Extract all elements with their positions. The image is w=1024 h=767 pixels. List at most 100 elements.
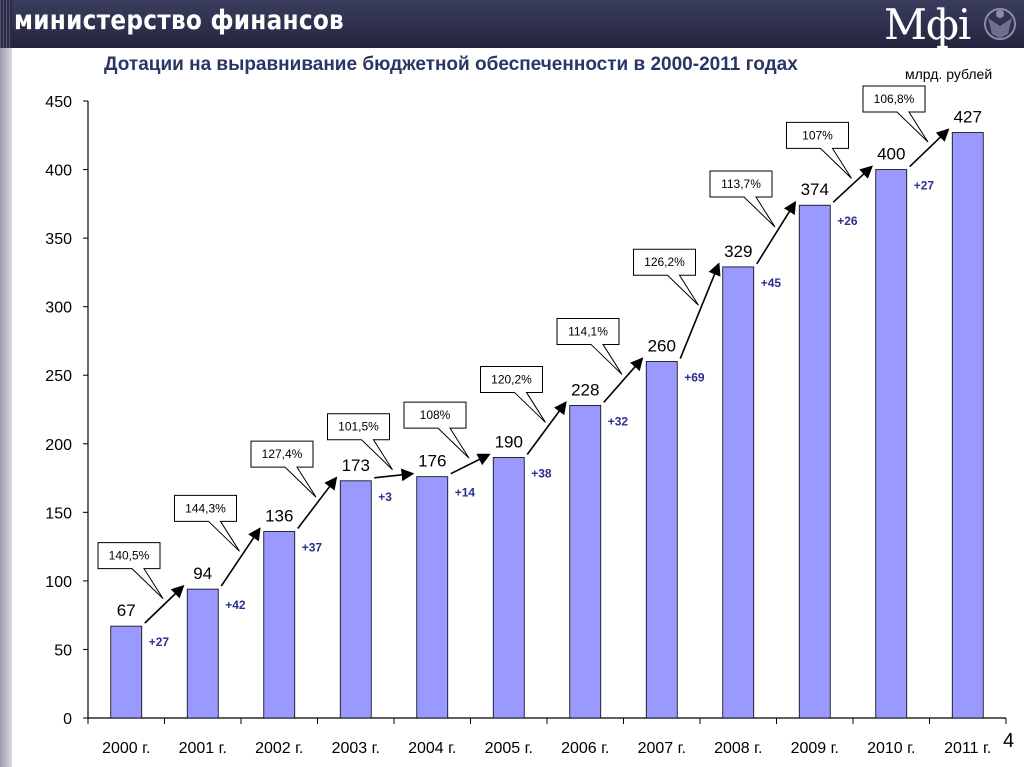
y-tick-label: 50: [54, 642, 72, 659]
y-tick-label: 400: [45, 163, 72, 180]
growth-arrow: [144, 585, 185, 624]
bar: [722, 266, 755, 719]
growth-arrow: [526, 401, 567, 455]
increment-label: +69: [684, 371, 705, 385]
bar: [110, 625, 143, 719]
x-tick-label: 2007 г.: [638, 740, 686, 757]
growth-callout-label: 101,5%: [338, 420, 379, 434]
growth-arrow: [832, 165, 873, 203]
ministry-title: министерство финансов: [14, 5, 345, 36]
increment-label: +32: [608, 414, 629, 428]
growth-callout-label: 120,2%: [491, 372, 532, 386]
increment-label: +45: [761, 276, 782, 290]
x-tick-label: 2003 г.: [332, 740, 380, 757]
increment-label: +42: [225, 598, 246, 612]
value-label: 176: [418, 452, 446, 471]
bar: [875, 169, 908, 719]
growth-callout: [97, 542, 164, 599]
increment-label: +37: [302, 541, 323, 555]
y-tick-label: 100: [45, 574, 72, 591]
bar: [645, 361, 678, 719]
bar: [339, 480, 372, 719]
value-label: 427: [954, 108, 982, 127]
y-tick-label: 150: [45, 505, 72, 522]
growth-callout-label: 106,8%: [874, 92, 915, 106]
growth-arrow: [450, 453, 491, 475]
growth-callout-label: 144,3%: [185, 501, 226, 515]
growth-arrow: [297, 476, 338, 530]
page-number: 4: [1003, 730, 1015, 752]
growth-callout-label: 108%: [420, 408, 451, 422]
growth-callout: [327, 413, 393, 471]
value-label: 190: [495, 432, 523, 451]
value-label: 260: [648, 337, 676, 356]
value-label: 400: [877, 145, 905, 164]
growth-arrow: [909, 128, 950, 168]
increment-label: +27: [149, 635, 170, 649]
value-label: 136: [265, 507, 293, 526]
growth-callout-label: 140,5%: [109, 549, 150, 563]
x-tick-label: 2001 г.: [179, 740, 227, 757]
increment-label: +3: [378, 490, 392, 504]
growth-callout: [633, 248, 699, 306]
bar: [492, 457, 525, 719]
eagle-emblem-icon: [984, 8, 1016, 40]
increment-label: +38: [531, 466, 552, 480]
x-tick-label: 2000 г.: [102, 740, 150, 757]
growth-callout: [786, 121, 852, 179]
bar: [951, 132, 984, 719]
growth-arrow: [679, 262, 721, 359]
growth-callout: [862, 85, 929, 143]
growth-callout: [556, 317, 623, 375]
growth-callout-label: 107%: [802, 128, 833, 142]
x-tick-label: 2010 г.: [867, 740, 915, 757]
x-tick-label: 2008 г.: [714, 740, 762, 757]
left-decor-bar: [0, 48, 12, 767]
growth-callout-label: 127,4%: [262, 447, 303, 461]
value-label: 228: [571, 380, 599, 399]
bar: [798, 204, 831, 719]
header-bar: министерство финансов Мфі: [0, 0, 1024, 49]
value-label: 94: [193, 564, 212, 583]
growth-arrow: [603, 357, 644, 403]
bar: [263, 531, 296, 719]
y-tick-label: 350: [45, 231, 72, 248]
increment-label: +27: [914, 179, 935, 193]
growth-callout: [480, 365, 546, 423]
bar: [186, 588, 219, 719]
y-tick-label: 0: [63, 711, 72, 728]
x-tick-label: 2005 г.: [485, 740, 533, 757]
y-tick-label: 200: [45, 437, 72, 454]
y-tick-label: 250: [45, 368, 72, 385]
x-tick-label: 2004 г.: [408, 740, 456, 757]
value-label: 374: [801, 180, 829, 199]
bar: [416, 476, 449, 719]
growth-callout-label: 114,1%: [568, 324, 608, 338]
header-stripes: [0, 0, 12, 48]
growth-callout: [709, 170, 776, 228]
growth-callout-label: 126,2%: [644, 255, 685, 269]
chart-title: Дотации на выравнивание бюджетной обеспе…: [104, 54, 798, 75]
value-label: 173: [342, 456, 370, 475]
unit-label: млрд. рублей: [905, 66, 993, 82]
growth-callout: [174, 494, 240, 552]
y-tick-label: 450: [45, 94, 72, 111]
growth-callout: [403, 401, 470, 459]
growth-arrow: [756, 200, 797, 265]
growth-arrow: [374, 468, 415, 482]
ministry-logo: Мфі: [884, 0, 971, 49]
bar: [569, 404, 602, 719]
growth-callout: [250, 440, 317, 498]
increment-label: +26: [837, 214, 858, 228]
growth-arrow: [220, 527, 261, 587]
value-label: 67: [117, 601, 136, 620]
y-tick-label: 300: [45, 300, 72, 317]
x-tick-label: 2002 г.: [255, 740, 303, 757]
x-tick-label: 2009 г.: [791, 740, 839, 757]
x-tick-label: 2011 г.: [944, 740, 991, 757]
increment-label: +14: [455, 486, 476, 500]
x-tick-label: 2006 г.: [561, 740, 609, 757]
value-label: 329: [724, 242, 752, 261]
growth-callout-label: 113,7%: [721, 177, 761, 191]
